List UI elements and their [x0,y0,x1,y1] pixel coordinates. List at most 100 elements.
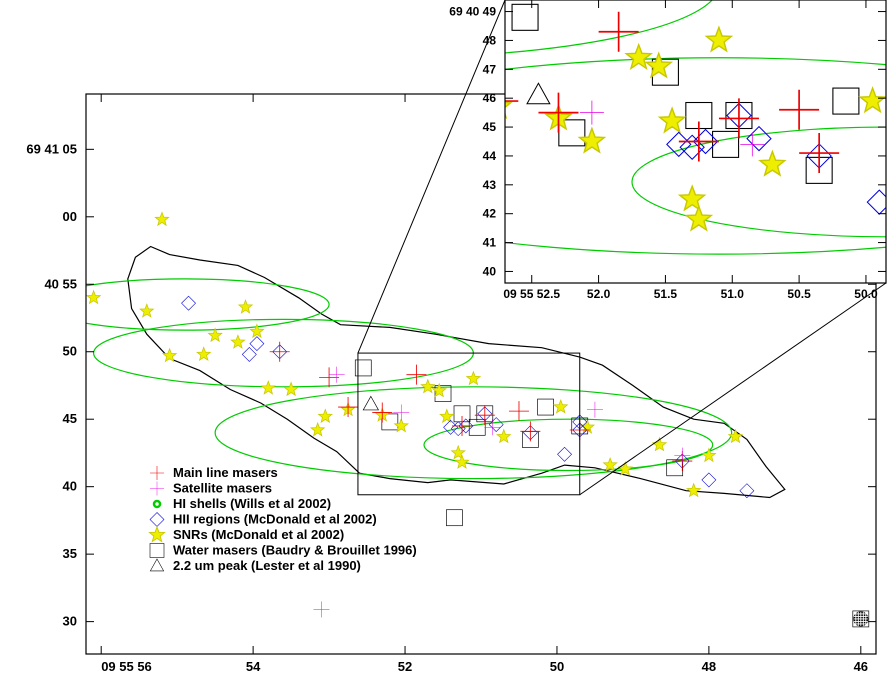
main-plus-marker-0 [269,341,290,362]
main-star-marker-30 [727,428,744,444]
inset-diamond-marker-8 [746,125,772,152]
legend-label-3: HII regions (McDonald et al 2002) [173,512,377,527]
inset-star-marker-17 [644,51,674,79]
inset-ytick-label-6: 46 [483,91,497,105]
inset-plus-marker-1 [445,18,485,58]
legend-marker-5 [149,543,165,558]
main-diamond-marker-0 [181,295,196,311]
main-thinplus-marker-5 [674,447,691,464]
main-triangle-marker-0 [362,395,380,411]
main-star-marker-4 [196,346,212,361]
main-hi-shell-3 [423,418,714,472]
main-star-marker-25 [602,457,618,472]
main-star-marker-5 [207,327,223,343]
main-star-marker-23 [553,399,569,414]
legend-marker-2 [152,499,162,509]
main-ytick-label-7: 69 41 05 [26,141,77,156]
inset-hi-shell-3 [631,126,886,238]
main-star-marker-17 [431,382,447,398]
main-star-marker-8 [249,323,265,339]
main-star-marker-12 [317,408,333,424]
inset-diamond-marker-6 [692,128,719,155]
zoom-connector-lower [579,282,887,496]
main-star-marker-3 [161,347,178,363]
inset-star-marker-22 [758,149,787,177]
inset-xtick-label-0: 09 55 52.5 [503,287,560,301]
main-diamond-marker-8 [488,417,504,433]
main-diamond-marker-1 [241,347,257,362]
inset-star-marker-19 [677,184,707,212]
main-thinplus-marker-0 [313,601,330,618]
main-xtick-label-2: 52 [398,659,412,674]
main-star-marker-19 [450,444,466,460]
legend-marker-0 [150,466,164,480]
beam-icon-hatch [853,611,868,626]
inset-plus-marker-7 [779,89,820,130]
inset-plus-marker-5 [678,121,719,162]
inset-star-marker-21 [704,25,734,53]
main-square-marker-0 [354,359,372,377]
main-diamond-marker-14 [701,472,717,488]
main-star-marker-16 [420,378,436,394]
main-star-marker-28 [685,482,702,498]
legend-label-1: Satellite masers [173,481,272,496]
main-star-marker-9 [260,380,277,395]
main-ytick-label-1: 35 [63,546,77,561]
main-plus-marker-3 [372,402,393,423]
legend-label-6: 2.2 um peak (Lester et al 1990) [173,558,361,573]
inset-square-marker-1 [558,119,586,147]
legend-label-2: HI shells (Wills et al 2002) [173,496,331,511]
main-diamond-marker-6 [458,418,474,434]
inset-triangle-marker-0 [526,82,551,105]
main-xtick-label-1: 54 [246,659,261,674]
main-square-marker-11 [852,610,870,628]
inset-frame [504,0,887,284]
inset-star-marker-9 [346,48,371,72]
inset-plus-marker-4 [598,11,639,52]
inset-plus-marker-3 [538,92,579,133]
inset-plot-area [346,0,886,255]
zoom-connector-lines [357,0,887,496]
main-diamond-marker-10 [557,446,572,462]
main-star-marker-0 [86,289,102,305]
main-diamond-marker-15 [739,483,755,499]
main-xtick-label-5: 46 [854,659,868,674]
main-plus-marker-8 [520,421,541,442]
inset-ytick-label-4: 44 [483,149,497,163]
inset-star-marker-10 [386,51,411,75]
inset-xtick-label-2: 51.5 [654,287,678,301]
inset-diamond-marker-5 [679,134,705,160]
main-ytick-label-5: 40 55 [44,276,77,291]
main-star-marker-21 [465,370,482,386]
main-star-marker-7 [237,299,254,314]
main-star-marker-11 [309,421,326,437]
inset-square-marker-0 [511,3,539,31]
inset-ytick-label-7: 47 [483,62,497,76]
main-star-marker-1 [154,211,170,227]
inset-xtick-label-3: 51.0 [721,287,745,301]
main-plot-area [86,211,870,628]
inset-ytick-label-1: 41 [483,236,497,250]
galaxy-outline [127,245,786,499]
legend-label-4: SNRs (McDonald et al 2002) [173,527,344,542]
main-star-marker-2 [139,303,155,318]
main-xtick-label-0: 09 55 56 [101,659,152,674]
main-plus-marker-7 [508,401,529,422]
main-thinplus-marker-2 [393,404,410,421]
inset-ytick-label-2: 42 [483,207,497,221]
inset-star-marker-15 [577,126,607,154]
main-ytick-label-3: 45 [63,411,77,426]
main-square-marker-3 [446,509,463,527]
inset-xtick-label-4: 50.5 [787,287,811,301]
main-ytick-label-0: 30 [63,614,77,629]
legend-label-0: Main line masers [173,465,278,480]
inset-square-marker-5 [712,130,740,158]
main-square-marker-8 [537,398,554,416]
inset-plus-marker-0 [358,0,398,3]
main-xtick-label-4: 48 [702,659,716,674]
main-star-marker-6 [230,334,246,349]
main-plus-marker-4 [406,364,427,385]
inset-panel: 09 55 52.5 52.0 51.5 51.0 50.5 50.0 40 41 42 43 44… [346,0,887,301]
